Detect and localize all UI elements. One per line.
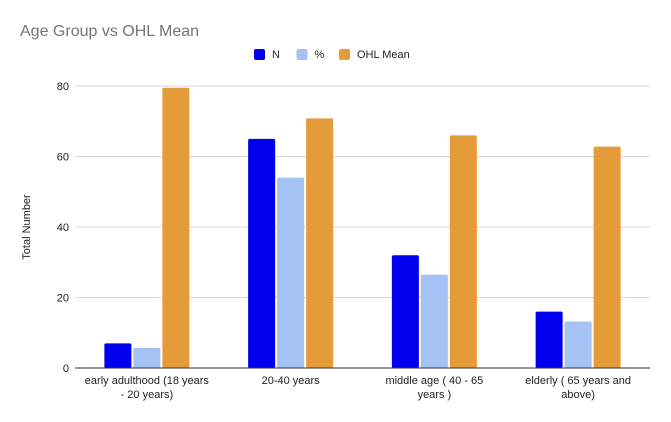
x-tick-label: early adulthood (18 years - 20 years) xyxy=(85,375,210,401)
bar xyxy=(420,274,448,368)
bar xyxy=(449,135,477,368)
y-axis-label: Total Number xyxy=(21,194,33,260)
bar xyxy=(593,146,621,368)
legend-label: % xyxy=(315,49,325,61)
bar xyxy=(277,177,305,368)
legend-swatch xyxy=(339,49,350,60)
bar xyxy=(104,343,132,368)
bar xyxy=(564,321,592,368)
bar xyxy=(391,255,419,368)
bar xyxy=(306,118,334,369)
legend-label: OHL Mean xyxy=(357,49,410,61)
y-tick-label: 0 xyxy=(63,363,69,375)
legend: N% OHL Mean xyxy=(254,49,410,61)
bar xyxy=(133,347,161,368)
y-tick-label: 80 xyxy=(57,81,69,93)
y-axis-ticks: 0 20 40 60 80 xyxy=(57,81,69,375)
bar xyxy=(248,138,276,368)
chart-title: Age Group vs OHL Mean xyxy=(20,23,199,40)
y-tick-label: 20 xyxy=(57,293,69,305)
y-tick-label: 60 xyxy=(57,152,69,164)
bar xyxy=(535,311,563,368)
x-tick-label: elderly ( 65 years and above) xyxy=(525,375,631,401)
x-tick-label: 20-40 years xyxy=(262,375,321,387)
gridlines xyxy=(75,85,650,298)
x-tick-label: middle age ( 40 - 65 years ) xyxy=(385,375,483,401)
legend-swatch xyxy=(254,49,265,60)
legend-label: N xyxy=(272,49,280,61)
legend-swatch xyxy=(296,49,308,60)
y-tick-label: 40 xyxy=(57,222,69,234)
bar xyxy=(162,87,190,368)
bars xyxy=(104,87,621,369)
x-axis-categories: early adulthood (18 years - 20 years) 20-4… xyxy=(85,375,631,401)
